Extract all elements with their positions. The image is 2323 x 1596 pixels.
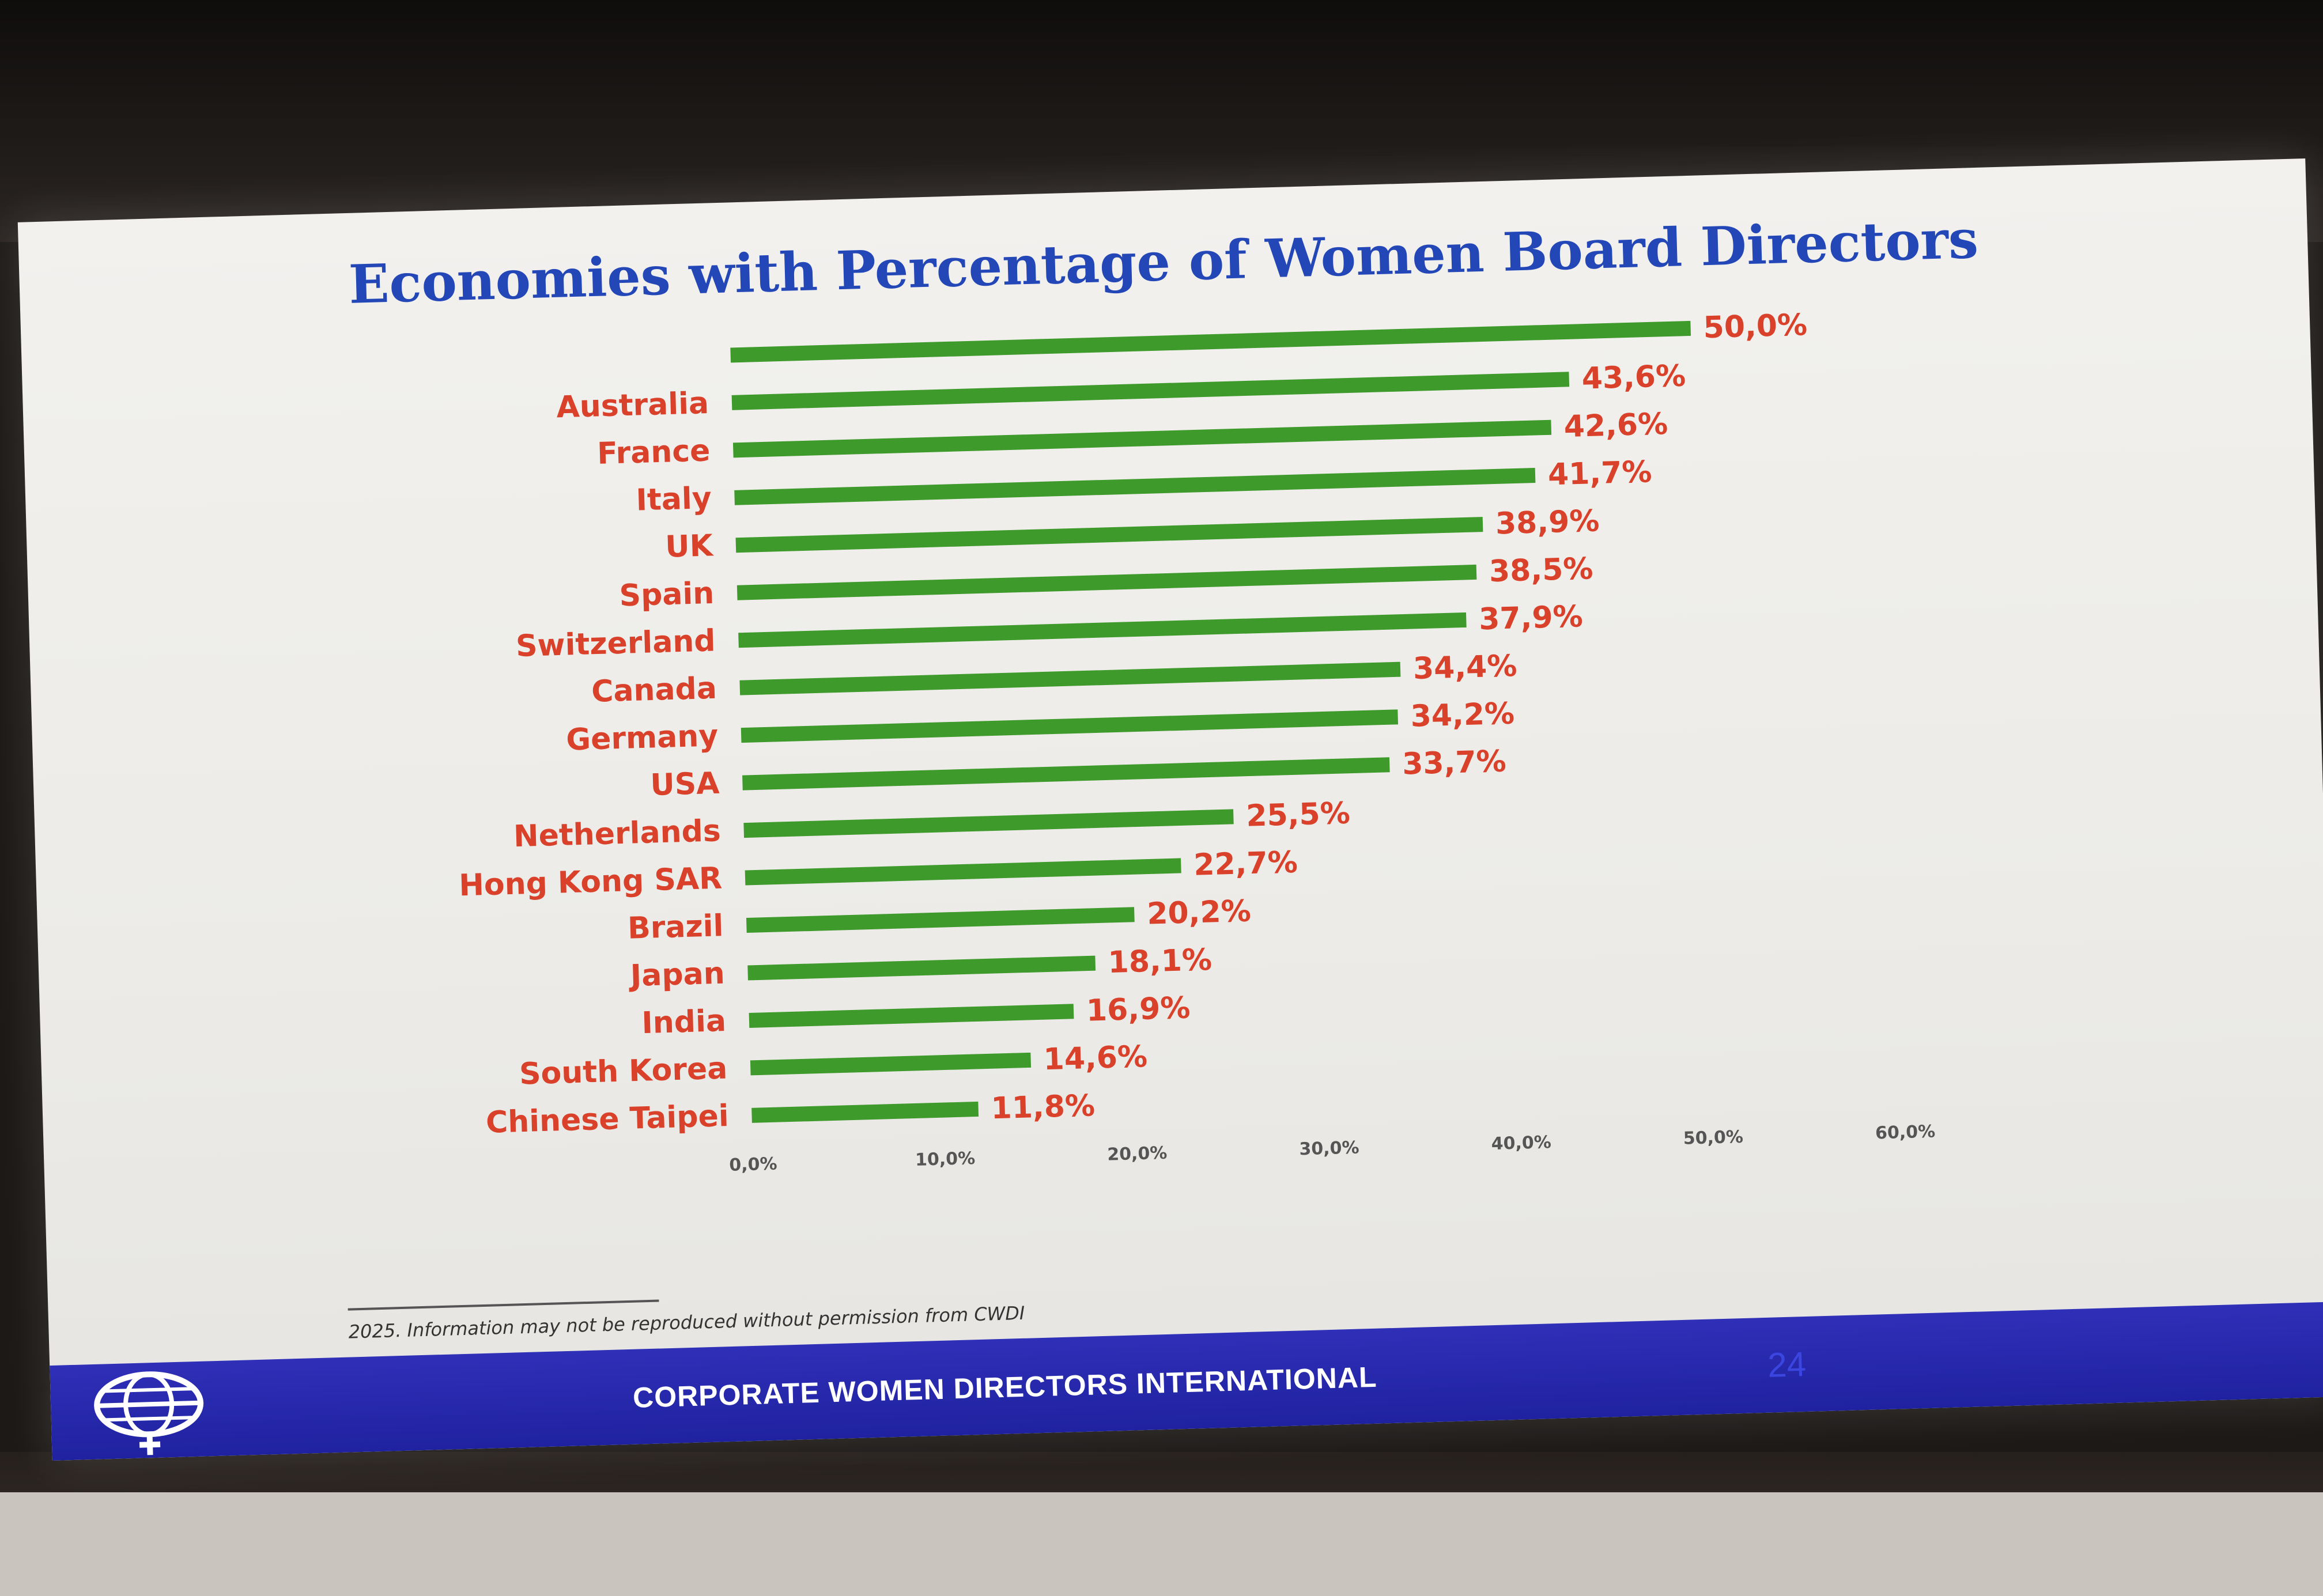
- data-label: 22,7%: [1193, 845, 1298, 883]
- bar: [746, 907, 1135, 933]
- bar: [738, 612, 1467, 648]
- category-label: Australia: [556, 386, 709, 425]
- bar-chart: 50,0% 43,6% Australia 42,6% France 41,7% Italy…: [459, 308, 1936, 1175]
- bar: [731, 372, 1570, 410]
- data-label: 25,5%: [1246, 796, 1351, 834]
- category-label: Japan: [628, 956, 725, 994]
- data-label: 33,7%: [1402, 744, 1506, 782]
- data-label: 41,7%: [1547, 455, 1652, 492]
- category-label: Italy: [636, 481, 712, 518]
- bar: [750, 1052, 1032, 1076]
- bar: [732, 419, 1552, 458]
- projector-screen: Economies with Percentage of Women Board…: [17, 158, 2323, 1461]
- category-label: Switzerland: [515, 623, 716, 664]
- category-label: USA: [650, 766, 720, 803]
- bar: [747, 955, 1096, 981]
- bar: [743, 809, 1234, 838]
- bar: [736, 564, 1477, 600]
- globe-icon: [94, 1371, 204, 1455]
- category-label: Netherlands: [513, 814, 721, 854]
- x-tick-label: 50,0%: [1683, 1127, 1743, 1149]
- data-label: 38,9%: [1495, 504, 1600, 541]
- category-label: Spain: [619, 576, 715, 614]
- data-label: 50,0%: [1703, 308, 1808, 345]
- bar: [730, 320, 1691, 363]
- x-tick-label: 10,0%: [915, 1148, 976, 1170]
- room-floor: [0, 1492, 2323, 1596]
- data-label: 42,6%: [1563, 407, 1668, 444]
- category-label: France: [596, 433, 711, 471]
- data-label: 43,6%: [1581, 359, 1686, 396]
- x-tick-label: 30,0%: [1299, 1137, 1359, 1159]
- x-tick-label: 20,0%: [1107, 1143, 1168, 1165]
- data-label: 34,2%: [1410, 697, 1515, 734]
- x-tick-label: 0,0%: [729, 1154, 777, 1175]
- data-label: 37,9%: [1478, 599, 1583, 637]
- category-label: Hong Kong SAR: [459, 861, 723, 903]
- data-label: 34,4%: [1412, 649, 1517, 686]
- footer-bar: CORPORATE WOMEN DIRECTORS INTERNATIONAL …: [50, 1302, 2323, 1461]
- bar: [739, 661, 1401, 695]
- bar: [735, 517, 1483, 553]
- bar: [742, 757, 1390, 791]
- category-label: Brazil: [627, 909, 724, 946]
- bar: [749, 1004, 1074, 1028]
- category-label: Chinese Taipei: [485, 1099, 729, 1140]
- x-tick-label: 60,0%: [1875, 1122, 1936, 1144]
- category-label: South Korea: [519, 1052, 728, 1092]
- category-label: India: [641, 1004, 727, 1041]
- data-label: 16,9%: [1086, 991, 1191, 1028]
- category-label: Canada: [591, 671, 717, 709]
- footer-title: CORPORATE WOMEN DIRECTORS INTERNATIONAL: [632, 1360, 1378, 1414]
- data-label: 18,1%: [1108, 943, 1213, 980]
- bar: [751, 1101, 979, 1123]
- x-tick-label: 40,0%: [1491, 1132, 1551, 1154]
- bar: [734, 468, 1536, 505]
- category-label: Germany: [566, 718, 719, 757]
- data-label: 14,6%: [1043, 1039, 1148, 1077]
- data-label: 11,8%: [991, 1088, 1096, 1126]
- category-label: UK: [665, 528, 715, 564]
- page-number: 24: [1767, 1344, 1807, 1385]
- data-label: 38,5%: [1489, 551, 1593, 589]
- bar: [745, 858, 1181, 886]
- data-label: 20,2%: [1147, 894, 1252, 932]
- bar: [741, 709, 1399, 743]
